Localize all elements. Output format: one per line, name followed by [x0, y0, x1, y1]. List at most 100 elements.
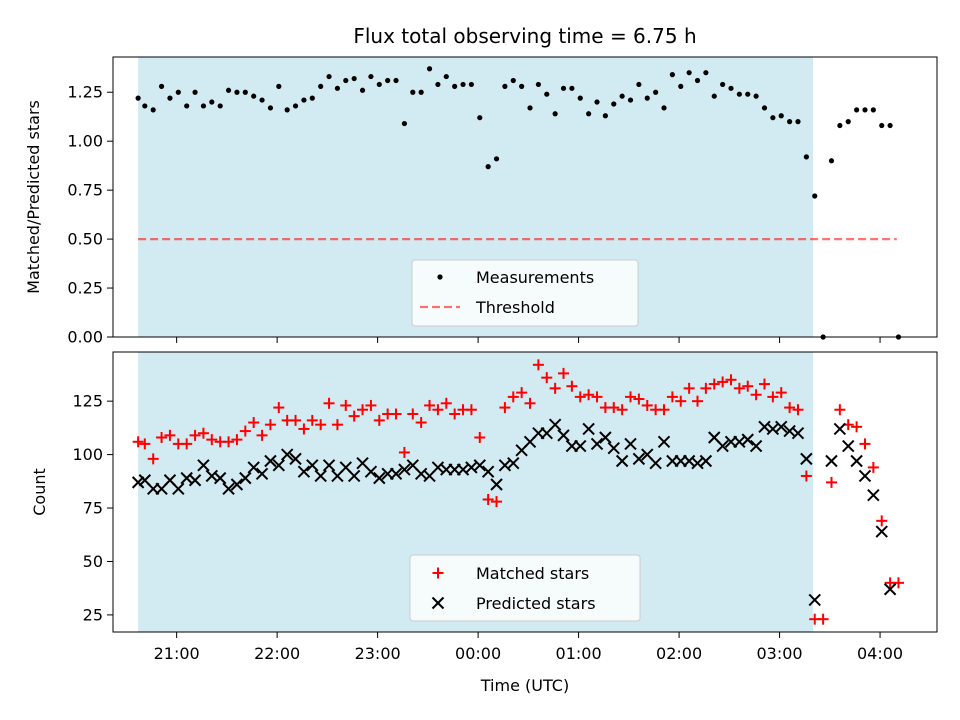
measurement-point [477, 115, 483, 121]
measurement-point [460, 81, 466, 88]
measurement-point [527, 105, 533, 111]
matched-star-point [708, 378, 720, 390]
predicted-star-point [473, 459, 486, 472]
predicted-star-point [574, 439, 587, 453]
measurement-point [251, 93, 257, 99]
predicted-star-point [389, 467, 403, 481]
matched-star-point [616, 404, 628, 416]
predicted-star-point [364, 465, 378, 478]
predicted-star-point [131, 476, 145, 489]
measurement-point [485, 164, 491, 170]
legend-predicted-marker [431, 596, 445, 610]
bottom-y-axis-label: Count [30, 468, 49, 516]
measurement-point [828, 158, 835, 164]
measurement-point [661, 105, 667, 111]
matched-star-point [273, 402, 285, 414]
measurement-point [594, 99, 600, 105]
predicted-star-point [800, 452, 813, 466]
bottom-x-tick-label: 21:00 [154, 644, 200, 663]
bottom-panel: 25 50 75 100 125 21:00 22:00 23:00 00:00 01:00 02… [30, 351, 938, 695]
measurement-point [711, 93, 717, 99]
matched-star-point [566, 380, 578, 392]
measurement-point [359, 87, 366, 93]
predicted-star-point [222, 482, 235, 496]
matched-star-point [625, 391, 637, 403]
predicted-star-point [808, 593, 821, 607]
matched-star-point [516, 387, 528, 399]
predicted-star-point [264, 454, 277, 468]
measurement-point [284, 107, 290, 113]
measurement-point [586, 111, 592, 117]
predicted-star-point [850, 454, 863, 468]
matched-star-point [449, 408, 461, 420]
measurement-point [753, 93, 759, 99]
measurement-point [443, 73, 449, 80]
matched-star-point [817, 613, 829, 625]
bottom-x-tick-label: 02:00 [656, 644, 702, 663]
measurement-point [879, 122, 885, 129]
measurement-point [694, 77, 701, 84]
matched-star-point [851, 421, 863, 433]
measurement-point [560, 85, 567, 91]
matched-star-point [206, 434, 218, 446]
measurement-point [720, 81, 726, 88]
measurement-point [761, 105, 768, 111]
predicted-star-point [297, 465, 311, 478]
bottom-y-tick-label: 100 [72, 445, 103, 464]
measurement-point [301, 97, 307, 103]
legend-matched-label: Matched stars [476, 564, 589, 583]
predicted-star-point [624, 437, 637, 451]
matched-star-point [633, 393, 645, 405]
measurement-point [158, 83, 165, 89]
predicted-star-point [213, 471, 227, 485]
bottom-x-axis-label: Time (UTC) [480, 676, 569, 695]
matched-star-point [331, 419, 343, 431]
measurement-point [510, 77, 516, 84]
legend-threshold-label: Threshold [475, 298, 555, 317]
matched-star-point [499, 402, 511, 414]
top-y-ticks: 0.00 0.25 0.50 0.75 1.00 1.25 [67, 83, 113, 347]
matched-star-point [742, 380, 754, 392]
predicted-star-point [842, 439, 855, 453]
matched-star-point [424, 399, 436, 411]
predicted-star-point [649, 456, 662, 470]
predicted-star-point [599, 431, 612, 444]
predicted-star-point [716, 439, 729, 453]
predicted-star-point [858, 469, 872, 483]
measurement-point [385, 77, 391, 84]
top-x-ticks [176, 337, 881, 343]
measurement-point [276, 83, 282, 89]
predicted-star-point [172, 482, 185, 496]
measurement-point [678, 83, 684, 89]
measurement-point [318, 83, 324, 89]
matched-star-point [323, 397, 335, 409]
matched-star-point [800, 470, 812, 482]
measurement-point [644, 95, 650, 101]
matched-star-point [641, 399, 653, 411]
matched-star-point [717, 376, 729, 388]
predicted-star-point [557, 429, 570, 442]
matched-star-point [867, 461, 879, 473]
predicted-star-point [875, 525, 888, 538]
matched-star-point [474, 431, 486, 443]
predicted-star-point [607, 441, 620, 455]
top-y-tick-label: 1.00 [67, 132, 103, 151]
matched-star-point [750, 389, 762, 401]
matched-star-point [784, 402, 796, 414]
matched-star-point [223, 436, 235, 448]
legend-measurements-marker [437, 274, 443, 280]
measurement-point [636, 81, 642, 88]
matched-star-point [264, 419, 276, 431]
measurement-point [770, 115, 776, 121]
measurement-point [142, 103, 148, 109]
measurement-point [426, 66, 433, 72]
measurement-point [209, 99, 215, 105]
measurement-point [669, 72, 675, 78]
bottom-y-ticks: 25 50 75 100 125 [72, 392, 113, 624]
bottom-x-tick-label: 23:00 [355, 644, 401, 663]
matched-star-point [373, 414, 385, 426]
matched-star-point [532, 359, 544, 371]
measurement-point [627, 97, 634, 103]
measurement-point [803, 154, 809, 160]
matched-star-point [248, 417, 260, 429]
